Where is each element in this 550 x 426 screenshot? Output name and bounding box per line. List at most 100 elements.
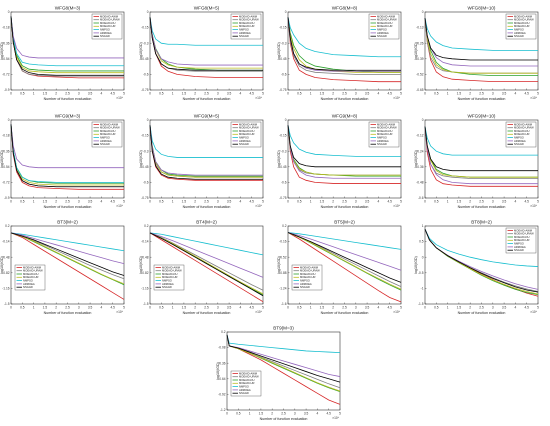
x-tick-label: 2	[194, 200, 196, 204]
x-tick-label: 2.5	[342, 92, 347, 96]
series-line	[287, 17, 401, 75]
chart-title: WFG8(M=5)	[194, 6, 220, 11]
x-tick-label: 1.5	[43, 200, 48, 204]
y-tick-label: -0.9	[4, 196, 10, 200]
legend-entry-label: MOEA/D-UR	[377, 132, 392, 136]
x-tick-label: 1	[310, 200, 312, 204]
y-tick-label: 0.2	[5, 224, 10, 228]
y-tick-label: -0.3	[143, 149, 149, 153]
legend-entry-label: MOEA/D-AWM	[377, 14, 396, 18]
x-tick-label: 0	[287, 306, 289, 310]
legend: MOEA/D-AWMMOEA/D-URAWMOEA/D-DUMOEA/D-URN…	[505, 121, 537, 148]
legend-entry-label: ARMOEA	[239, 31, 251, 35]
x-tick-label: 4	[101, 306, 103, 310]
x-tick-label: 1.5	[457, 306, 462, 310]
legend: MOEA/D-AWMMOEA/D-URAWMOEA/D-DUMOEA/D-URN…	[230, 13, 262, 40]
legend-entry-label: NMPSO	[23, 279, 33, 283]
x-exponent-label: ×10⁴	[116, 96, 123, 100]
y-tick-label: 0	[147, 118, 149, 122]
y-tick-label: -0.52	[279, 255, 286, 259]
x-tick-label: 4.5	[387, 200, 392, 204]
x-tick-label: 4.5	[249, 200, 254, 204]
chart-title: WFG8(M=10)	[468, 6, 496, 11]
x-tick-label: 1.5	[182, 92, 187, 96]
y-tick-label: 0	[8, 118, 10, 122]
series-line	[149, 125, 263, 180]
series-line	[287, 17, 401, 58]
legend-entry-label: MOEA/D-AWM	[377, 122, 396, 126]
y-tick-label: -0.6	[143, 73, 149, 77]
series-line	[287, 17, 401, 73]
chart-panel: 0 0.5 1 1.5 2 2.5 3 3.5 4 4.5 5 -0.65 -0.52 -0.39 -0.2…	[414, 6, 539, 102]
series-line	[149, 232, 264, 303]
legend-entry-label: MOEA/D-UR	[514, 238, 529, 242]
x-tick-label: 4	[515, 92, 517, 96]
series-line	[149, 232, 264, 278]
y-tick-label: -0.75	[279, 88, 286, 92]
y-tick-label: -0.45	[141, 165, 148, 169]
x-tick-label: 2	[194, 92, 196, 96]
legend-entry-label: MOEA/D-AWM	[514, 14, 533, 18]
legend-entry-label: NMPSO	[377, 28, 387, 32]
x-tick-label: 2.5	[342, 306, 347, 310]
x-tick-label: 3.5	[365, 200, 370, 204]
legend-entry-label: MOEA/D-DU	[239, 378, 254, 382]
legend-entry-label: MOEA/D-DU	[377, 21, 392, 25]
x-tick-label: 1	[33, 200, 35, 204]
legend-entry-label: MOEA/D-URAW	[100, 18, 120, 22]
y-axis-label: log10(IGD)	[277, 256, 281, 274]
x-axis-label: Number of function evaluation	[183, 205, 231, 209]
x-tick-label: 3.5	[502, 200, 507, 204]
legend: MOEA/D-AWMMOEA/D-URAWMOEA/D-DUMOEA/D-URN…	[368, 13, 400, 40]
legend-entry-label: MOEA/D-UR	[23, 275, 38, 279]
y-tick-label: -0.15	[141, 26, 148, 30]
legend-entry-label: MOEA/D-URAW	[162, 269, 182, 273]
x-tick-label: 4	[378, 92, 380, 96]
x-tick-label: 2	[55, 200, 57, 204]
x-tick-label: 5	[262, 306, 264, 310]
x-tick-label: 0	[424, 200, 426, 204]
legend-entry-label: ARMOEA	[514, 245, 526, 249]
x-tick-label: 4	[240, 306, 242, 310]
x-tick-label: 0.5	[159, 306, 164, 310]
y-tick-label: 1	[422, 224, 424, 228]
x-exponent-label: ×10⁴	[255, 96, 262, 100]
y-tick-label: -0.39	[416, 57, 423, 61]
x-tick-label: 3	[217, 306, 219, 310]
x-tick-label: 4.5	[524, 306, 529, 310]
series-line	[10, 232, 125, 276]
legend-entry-label: MOEA/D-AWM	[100, 14, 119, 18]
x-tick-label: 5	[123, 92, 125, 96]
legend-entry-label: ARMOEA	[514, 31, 526, 35]
legend-entry-label: ARMOEA	[239, 139, 251, 143]
y-axis-label: log10(IGD)	[139, 42, 143, 60]
x-tick-label: 0.5	[159, 200, 164, 204]
x-tick-label: 1.5	[457, 200, 462, 204]
y-tick-label: -0.08	[218, 346, 225, 350]
y-tick-label: -0.6	[281, 73, 287, 77]
x-tick-label: 4.5	[249, 306, 254, 310]
series-line	[287, 232, 402, 271]
y-tick-label: -0.15	[279, 134, 286, 138]
chart-title: BT5(M=2)	[334, 220, 355, 225]
x-tick-label: 1	[172, 92, 174, 96]
x-tick-label: 0.5	[20, 306, 25, 310]
y-tick-label: -1.16	[2, 287, 9, 291]
x-axis-label: Number of function evaluation	[321, 97, 369, 101]
x-axis-label: Number of function evaluation	[458, 97, 506, 101]
legend-entry-label: NMPSO	[100, 28, 110, 32]
chart-title: WFG8(M=8)	[332, 6, 358, 11]
x-exponent-label: ×10⁴	[393, 204, 400, 208]
y-tick-label: -0.48	[416, 181, 423, 185]
x-tick-label: 3.5	[365, 306, 370, 310]
y-tick-label: 0.2	[144, 224, 149, 228]
y-tick-label: -0.65	[416, 88, 423, 92]
series-line	[226, 334, 341, 392]
y-tick-label: -0.54	[2, 165, 9, 169]
x-tick-label: 4.5	[110, 92, 115, 96]
x-axis-label: Number of function evaluation	[458, 205, 506, 209]
x-tick-label: 4	[317, 412, 319, 416]
x-tick-label: 3	[217, 200, 219, 204]
legend-entry-label: NSGAIII	[100, 34, 110, 38]
